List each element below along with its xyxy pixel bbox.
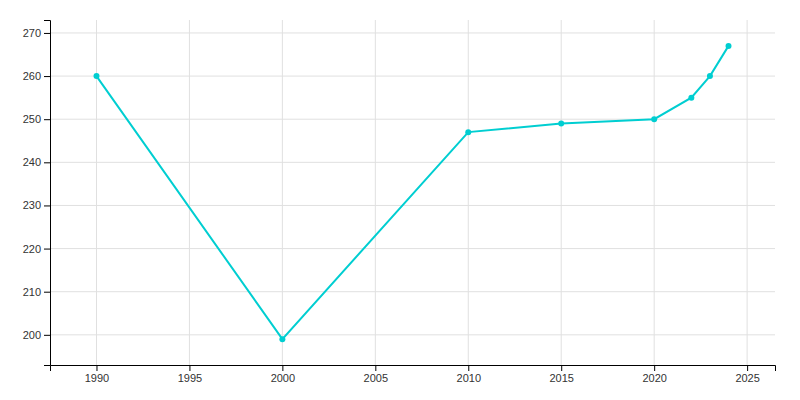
y-tick: 270 bbox=[23, 27, 50, 39]
x-tick: 1990 bbox=[85, 365, 109, 384]
plot-area: 1990 1995 2000 2005 2010 2015 2020 2025 200 210 22… bbox=[23, 20, 776, 384]
x-grid-line bbox=[189, 20, 190, 365]
point bbox=[651, 116, 657, 122]
x-grid-line bbox=[561, 20, 562, 365]
grid bbox=[50, 20, 775, 365]
y-tick-label: 270 bbox=[23, 27, 41, 39]
y-tick-mark bbox=[44, 162, 50, 163]
y-grid-line bbox=[50, 205, 775, 206]
x-tick: 1995 bbox=[178, 365, 202, 384]
x-tick: 2005 bbox=[364, 365, 388, 384]
point bbox=[93, 73, 99, 79]
y-tick: 230 bbox=[23, 199, 50, 211]
x-tick-label: 2025 bbox=[735, 372, 759, 384]
y-tick: 260 bbox=[23, 70, 50, 82]
y-axis-line bbox=[44, 21, 51, 366]
x-grid-line bbox=[282, 20, 283, 365]
x-tick-mark bbox=[282, 365, 283, 371]
marks bbox=[93, 43, 731, 342]
x-tick-label: 2005 bbox=[364, 372, 388, 384]
y-tick-label: 210 bbox=[23, 286, 41, 298]
x-tick-mark bbox=[468, 365, 469, 371]
x-tick-mark bbox=[747, 365, 748, 371]
y-grid-line bbox=[50, 248, 775, 249]
y-tick-label: 260 bbox=[23, 70, 41, 82]
y-tick-label: 240 bbox=[23, 156, 41, 168]
x-tick: 2000 bbox=[271, 365, 295, 384]
x-grid-line bbox=[375, 20, 376, 365]
chart: 1990 1995 2000 2005 2010 2015 2020 2025 200 210 22… bbox=[0, 0, 800, 400]
y-tick-mark bbox=[44, 249, 50, 250]
x-tick-mark bbox=[375, 365, 376, 371]
line bbox=[96, 46, 728, 339]
x-tick: 2010 bbox=[457, 365, 481, 384]
y-tick-mark bbox=[44, 33, 50, 34]
y-tick-mark bbox=[44, 335, 50, 336]
point bbox=[688, 95, 694, 101]
point bbox=[726, 43, 732, 49]
x-axis: 1990 1995 2000 2005 2010 2015 2020 2025 bbox=[51, 365, 776, 384]
x-tick-mark bbox=[189, 365, 190, 371]
y-tick-mark bbox=[44, 119, 50, 120]
x-axis-line bbox=[51, 366, 776, 372]
x-tick-label: 2010 bbox=[457, 372, 481, 384]
y-tick: 250 bbox=[23, 113, 50, 125]
x-tick-mark bbox=[561, 365, 562, 371]
x-tick-label: 1990 bbox=[85, 372, 109, 384]
x-tick: 2020 bbox=[642, 365, 666, 384]
point bbox=[279, 336, 285, 342]
x-grid-line bbox=[654, 20, 655, 365]
y-grid-line bbox=[50, 32, 775, 33]
x-tick-label: 2000 bbox=[271, 372, 295, 384]
y-grid-line bbox=[50, 291, 775, 292]
y-tick: 200 bbox=[23, 329, 50, 341]
y-tick-mark bbox=[44, 76, 50, 77]
y-axis: 200 210 220 230 240 250 260 270 bbox=[23, 21, 51, 366]
y-grid-line bbox=[50, 334, 775, 335]
y-tick: 210 bbox=[23, 286, 50, 298]
y-tick-label: 230 bbox=[23, 199, 41, 211]
x-tick-mark bbox=[96, 365, 97, 371]
y-tick-label: 250 bbox=[23, 113, 41, 125]
y-tick-mark bbox=[44, 292, 50, 293]
point bbox=[707, 73, 713, 79]
y-tick-label: 220 bbox=[23, 243, 41, 255]
x-tick-label: 2020 bbox=[642, 372, 666, 384]
x-grid-line bbox=[747, 20, 748, 365]
y-grid-line bbox=[50, 76, 775, 77]
x-tick: 2025 bbox=[735, 365, 759, 384]
x-grid-line bbox=[96, 20, 97, 365]
y-tick-mark bbox=[44, 205, 50, 206]
y-tick: 240 bbox=[23, 156, 50, 168]
y-tick-label: 200 bbox=[23, 329, 41, 341]
point bbox=[465, 129, 471, 135]
y-tick: 220 bbox=[23, 243, 50, 255]
x-tick-label: 2015 bbox=[549, 372, 573, 384]
x-tick: 2015 bbox=[549, 365, 573, 384]
x-tick-label: 1995 bbox=[178, 372, 202, 384]
y-grid-line bbox=[50, 119, 775, 120]
point bbox=[558, 121, 564, 127]
x-grid-line bbox=[468, 20, 469, 365]
x-tick-mark bbox=[654, 365, 655, 371]
